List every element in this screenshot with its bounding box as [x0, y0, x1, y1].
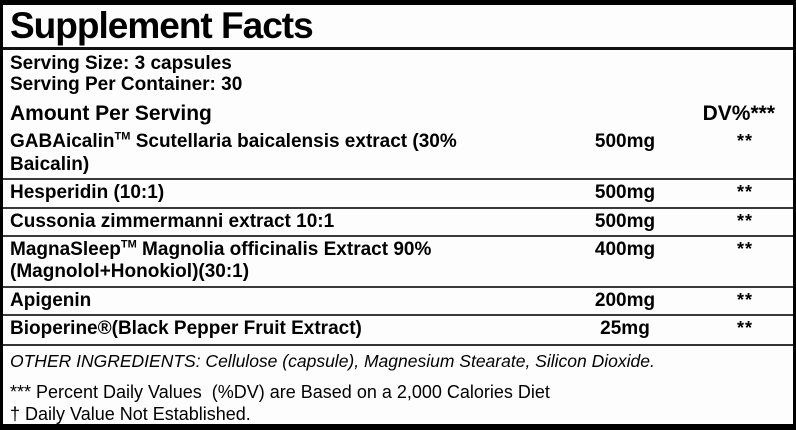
ingredient-name: Bioperine®(Black Pepper Fruit Extract) [10, 318, 545, 340]
ingredient-amount: 200mg [594, 289, 656, 311]
table-header-row: Amount Per Serving DV%*** [3, 98, 793, 129]
trademark-mark: TM [120, 238, 137, 251]
ingredient-amount: 500mg [594, 131, 656, 153]
ingredient-name-text: Hesperidin (10:1) [10, 182, 165, 204]
table-row: MagnaSleepTM Magnolia officinalis Extrac… [3, 235, 793, 286]
thin-divider [3, 343, 793, 346]
ingredient-name-text: GABAicalin [10, 131, 115, 153]
ingredient-amount: 25mg [600, 318, 650, 340]
ingredient-name-text: Apigenin [10, 289, 92, 311]
ingredient-name-text: Cussonia zimmermanni extract 10:1 [10, 210, 335, 232]
ingredient-amount: 400mg [594, 239, 656, 260]
footnotes: *** Percent Daily Values (%DV) are Based… [3, 376, 793, 425]
footnote-daily-values: *** Percent Daily Values (%DV) are Based… [10, 381, 550, 402]
ingredient-dv: ** [736, 239, 753, 259]
ingredient-name-text: Bioperine®(Black Pepper Fruit Extract) [10, 318, 362, 340]
table-row: Apigenin 200mg ** [3, 285, 793, 314]
ingredient-name: GABAicalinTM Scutellaria baicalensis ext… [10, 131, 545, 176]
ingredient-dv: ** [736, 318, 753, 339]
serving-info: Serving Size: 3 capsules Serving Per Con… [3, 50, 793, 98]
ingredient-name-text: Magnolia officinalis Extract 90% (Magnol… [10, 239, 432, 283]
other-ingredients: OTHER INGREDIENTS: Cellulose (capsule), … [10, 350, 655, 371]
ingredient-dv: ** [736, 210, 753, 231]
ingredient-dv: ** [736, 131, 753, 152]
dv-header: DV%*** [702, 102, 775, 126]
ingredient-table: GABAicalinTM Scutellaria baicalensis ext… [3, 129, 793, 342]
amount-per-serving-header: Amount Per Serving [10, 102, 212, 126]
ingredient-name-text: MagnaSleep [10, 239, 121, 260]
serving-size: Serving Size: 3 capsules [10, 52, 232, 74]
trademark-mark: TM [114, 131, 131, 144]
ingredient-name: Apigenin [10, 290, 545, 312]
ingredient-dv: ** [736, 182, 753, 203]
table-row: Cussonia zimmermanni extract 10:1 500mg … [3, 206, 793, 235]
table-row: Hesperidin (10:1) 500mg ** [3, 178, 793, 206]
table-row: GABAicalinTM Scutellaria baicalensis ext… [3, 129, 793, 178]
ingredient-amount: 500mg [594, 182, 656, 204]
table-row: Bioperine®(Black Pepper Fruit Extract) 2… [3, 314, 793, 342]
ingredient-name: Hesperidin (10:1) [10, 182, 545, 204]
ingredient-name: MagnaSleepTM Magnolia officinalis Extrac… [10, 239, 545, 284]
label-title: Supplement Facts [3, 5, 793, 50]
ingredient-name: Cussonia zimmermanni extract 10:1 [10, 211, 545, 233]
ingredient-dv: ** [736, 289, 753, 310]
footnote-dv-not-established: † Daily Value Not Established. [10, 404, 251, 425]
ingredient-name-text: Scutellaria baicalensis extract (30% Bai… [10, 131, 457, 175]
serving-per-container: Serving Per Container: 30 [10, 74, 243, 96]
ingredient-amount: 500mg [594, 210, 656, 232]
